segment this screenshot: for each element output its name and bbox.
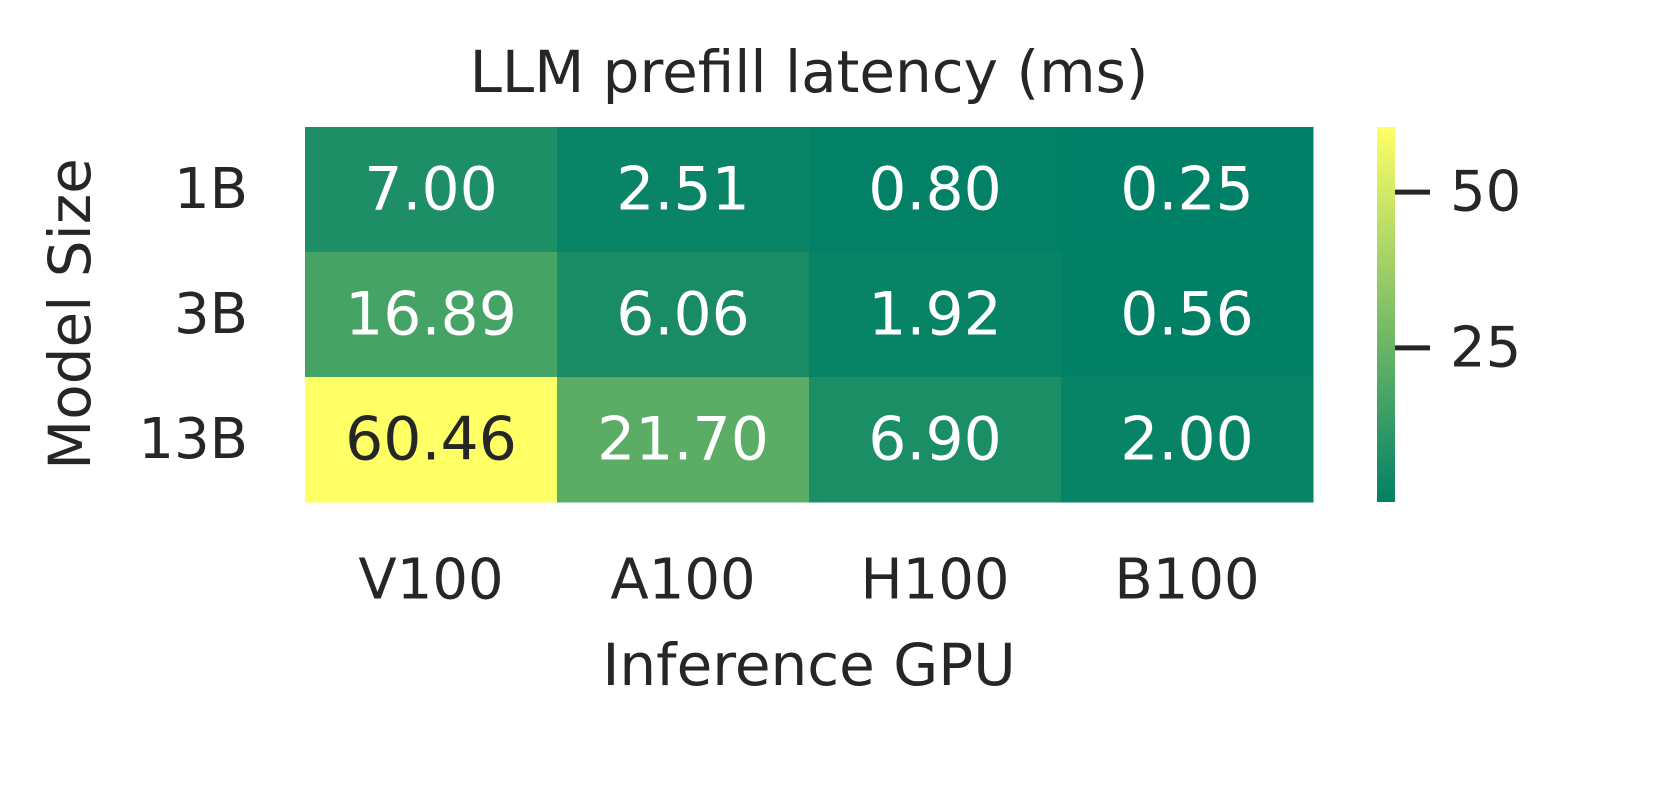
x-tick-label: A100 (610, 548, 755, 613)
cell-label: 16.89 (345, 280, 517, 350)
cell-label: 6.90 (868, 405, 1002, 475)
y-axis-label: Model Size (36, 158, 104, 470)
heatmap-cell (305, 252, 558, 378)
y-tick-label: 3B (174, 282, 248, 347)
heatmap-cell (557, 252, 810, 378)
x-tick-label: V100 (358, 548, 503, 613)
heatmap-cell (557, 127, 810, 253)
y-tick-label: 1B (174, 157, 248, 222)
heatmap-cell (809, 127, 1062, 253)
x-axis-label: Inference GPU (602, 631, 1015, 699)
cell-label: 60.46 (345, 405, 517, 475)
y-tick-label: 13B (138, 407, 248, 472)
heatmap-cell (809, 252, 1062, 378)
heatmap-cell (557, 377, 810, 503)
cell-label: 2.51 (616, 155, 750, 225)
colorbar-tick-label: 50 (1450, 160, 1521, 225)
cell-label: 1.92 (868, 280, 1002, 350)
cell-label: 7.00 (364, 155, 498, 225)
cell-label: 21.70 (597, 405, 769, 475)
heatmap-cell (1061, 252, 1314, 378)
heatmap-cell (1061, 377, 1314, 503)
colorbar (1377, 127, 1395, 502)
heatmap-cell (305, 127, 558, 253)
heatmap-cell (305, 377, 558, 503)
x-tick-label: H100 (861, 548, 1010, 613)
heatmap-cell (1061, 127, 1314, 253)
cell-label: 0.80 (868, 155, 1002, 225)
chart-title: LLM prefill latency (ms) (470, 38, 1149, 106)
x-tick-label: B100 (1114, 548, 1259, 613)
cell-label: 0.25 (1120, 155, 1254, 225)
heatmap-cell (809, 377, 1062, 503)
cell-label: 2.00 (1120, 405, 1254, 475)
colorbar-tick-label: 25 (1450, 315, 1521, 380)
cell-label: 0.56 (1120, 280, 1254, 350)
cell-label: 6.06 (616, 280, 750, 350)
